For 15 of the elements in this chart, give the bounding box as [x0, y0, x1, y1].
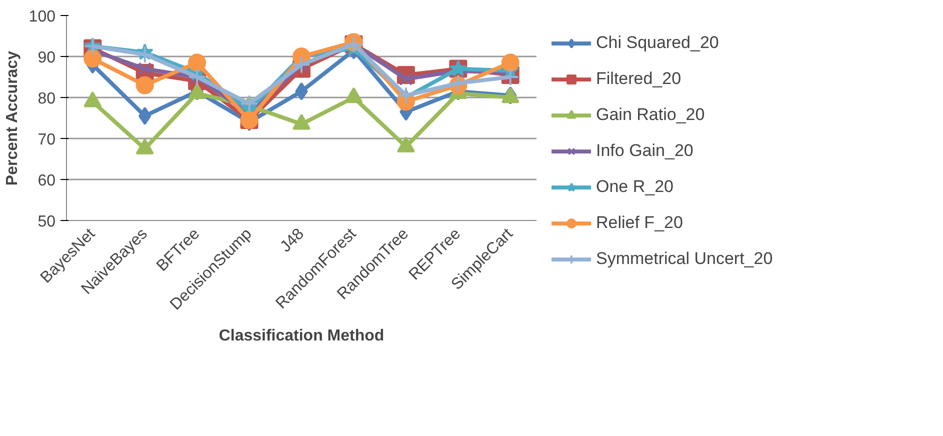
y-tick-label: 100 [28, 8, 56, 26]
x-axis-title: Classification Method [218, 328, 384, 345]
y-tick-label: 90 [38, 50, 56, 66]
legend-label: Symmetrical Uncert_20 [596, 248, 773, 270]
y-tick-label: 60 [38, 172, 56, 190]
legend-label: Relief F_20 [596, 212, 683, 234]
legend-label: One R_20 [596, 176, 674, 198]
legend-label: Filtered_20 [596, 68, 682, 90]
y-tick-label: 80 [38, 90, 56, 108]
y-axis-title: Percent Accuracy [4, 50, 21, 186]
legend-label: Chi Squared_20 [596, 32, 719, 54]
y-tick-label: 70 [38, 132, 56, 148]
legend-label: Gain Ratio_20 [596, 104, 705, 126]
y-tick-label: 50 [38, 214, 56, 230]
legend-label: Info Gain_20 [596, 140, 694, 162]
